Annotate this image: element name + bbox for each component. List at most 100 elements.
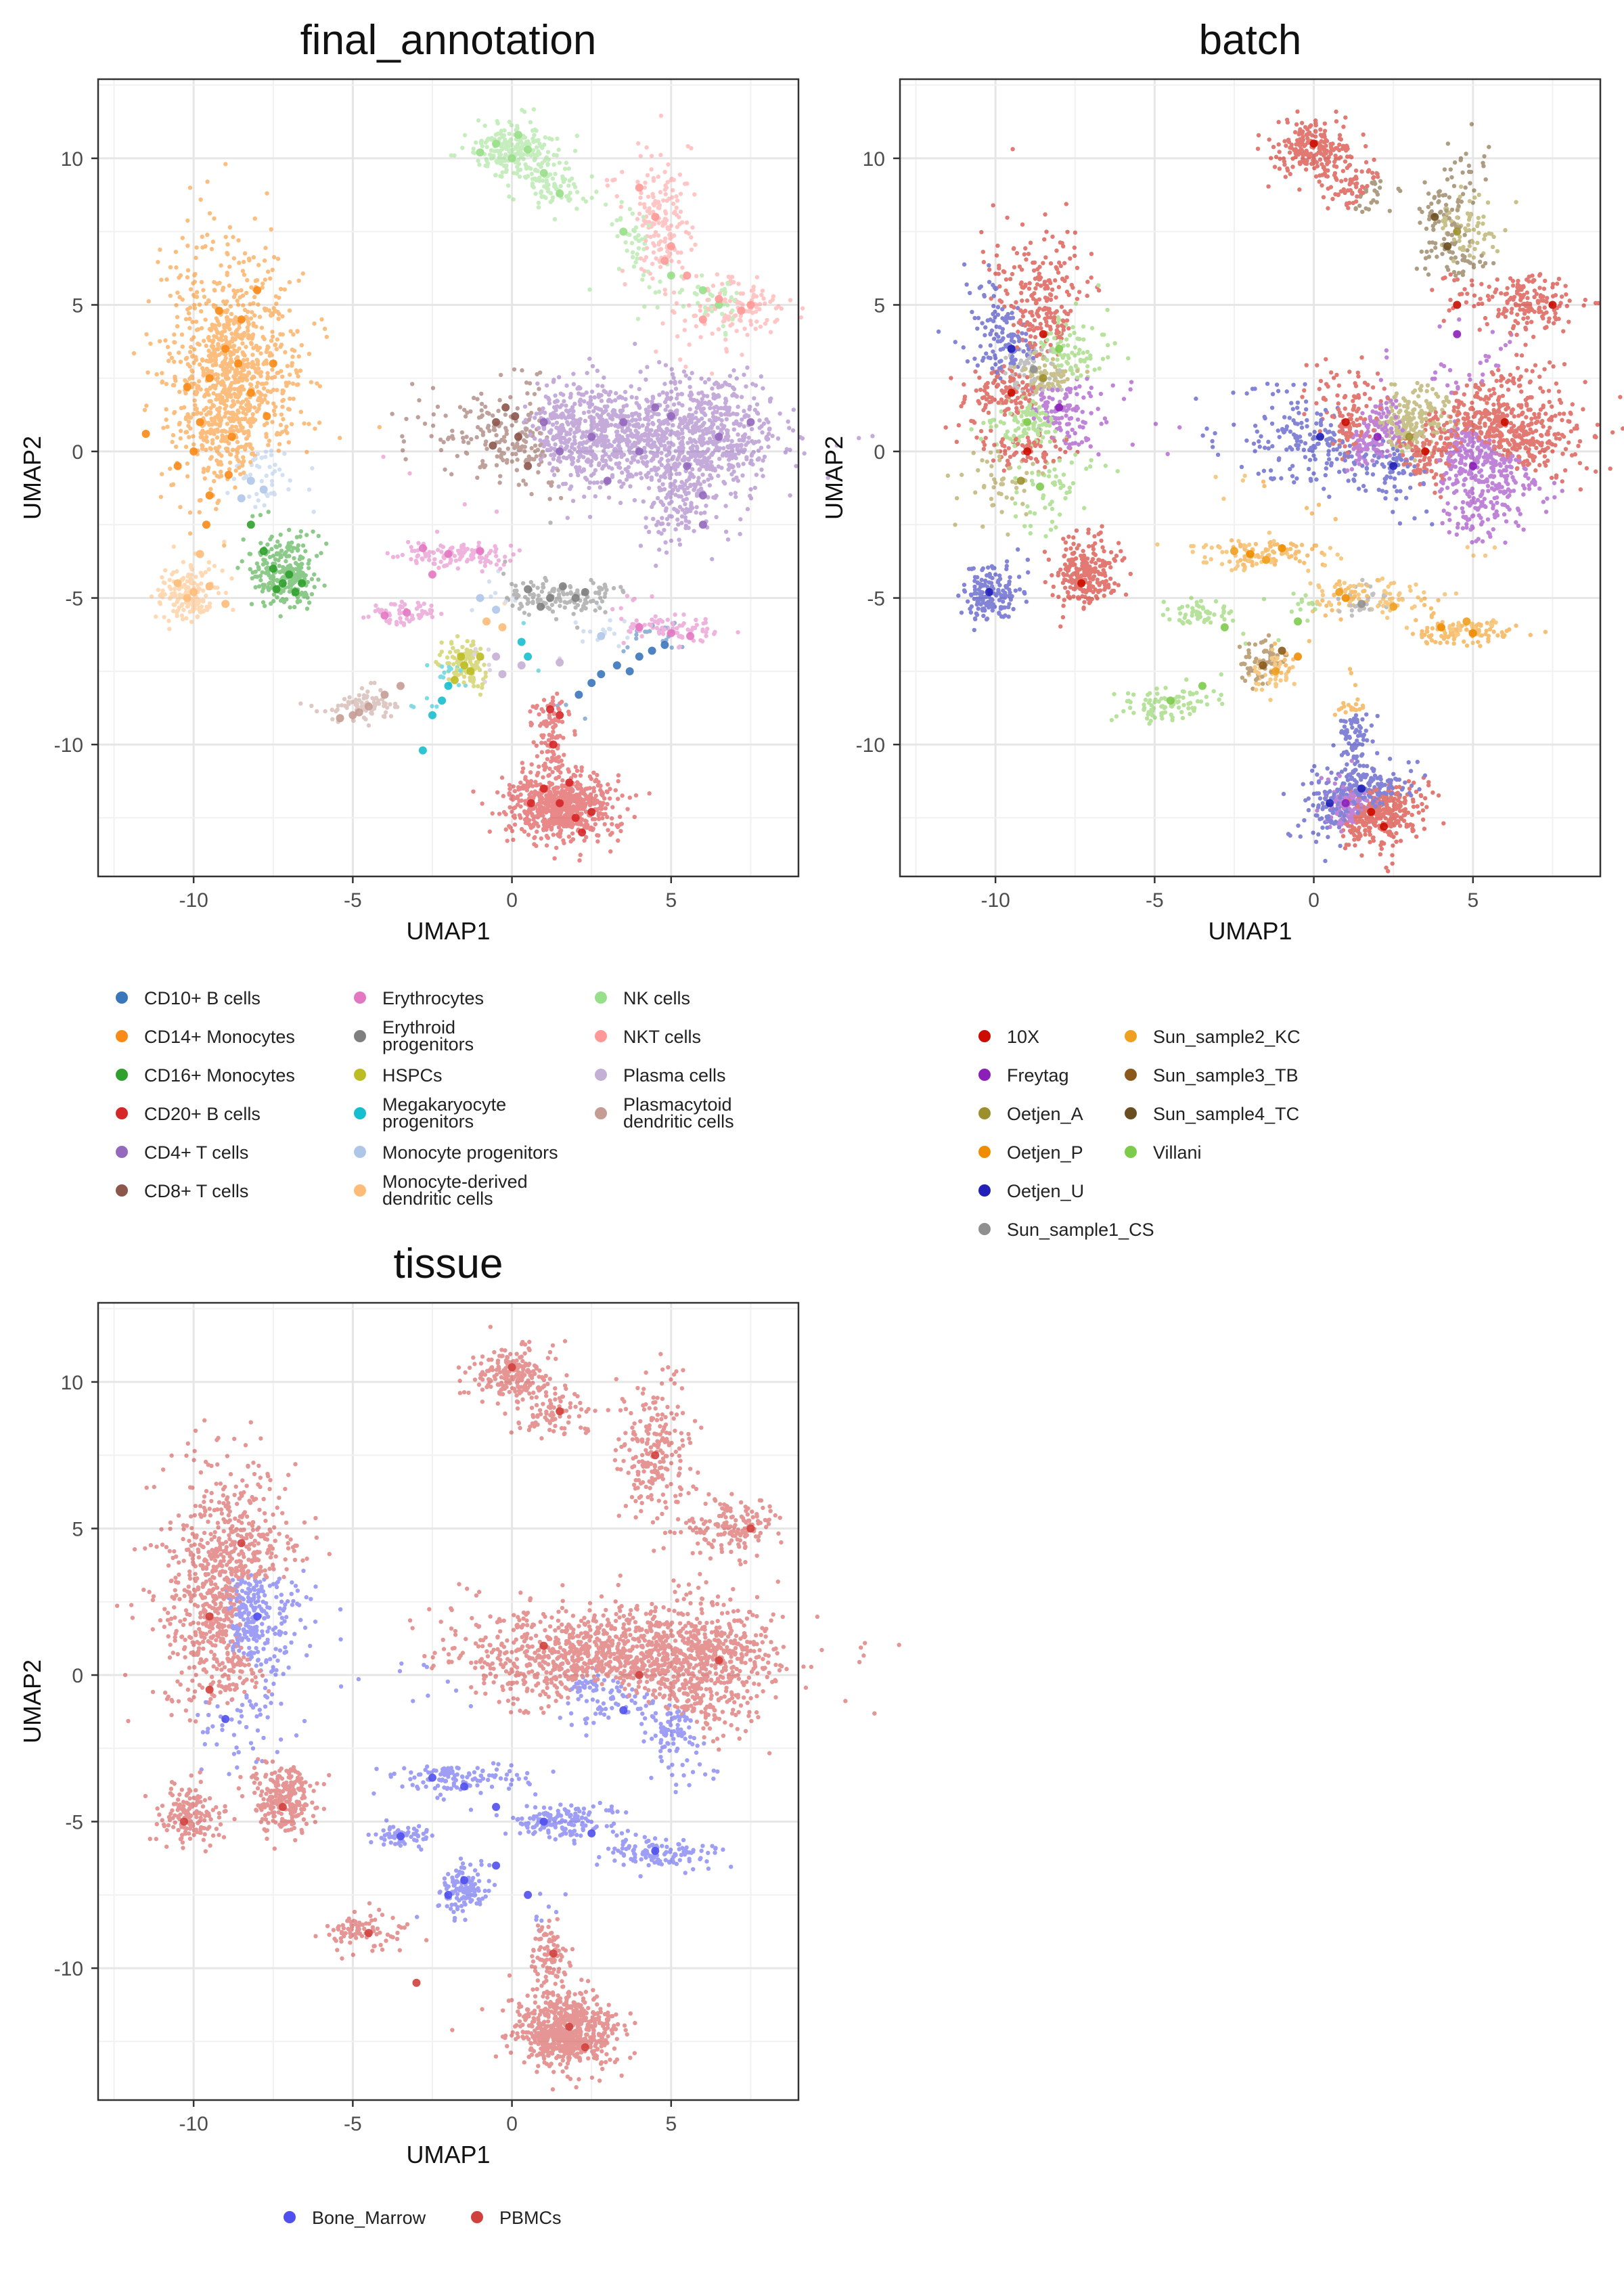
cell-point [258, 578, 263, 583]
cell-point [674, 396, 679, 401]
cell-point [298, 529, 304, 534]
cell-point [242, 417, 247, 422]
cell-point [285, 545, 290, 550]
cell-point [471, 789, 476, 794]
cell-point [222, 328, 227, 334]
cell-point [662, 288, 667, 292]
cell-point [609, 422, 614, 427]
cell-point [677, 401, 681, 406]
cell-point [633, 793, 639, 798]
cell-point [665, 617, 670, 622]
cell-point [483, 442, 488, 447]
cell-point [648, 437, 654, 443]
cell-point [593, 494, 598, 499]
cell-point [583, 440, 589, 445]
cell-point [306, 561, 311, 566]
cell-point [698, 407, 704, 412]
cell-point [679, 427, 685, 432]
cell-point [744, 457, 749, 462]
cell-point [587, 356, 592, 361]
cell-point [650, 395, 656, 399]
cell-point [527, 822, 532, 827]
cell-point [183, 430, 188, 434]
cell-point [725, 537, 731, 542]
cell-point [723, 380, 727, 385]
cell-point [636, 414, 641, 418]
cell-point [206, 334, 211, 340]
cell-point [171, 432, 176, 438]
cell-point [285, 363, 290, 369]
cell-point [410, 382, 415, 386]
cell-point [548, 414, 554, 419]
cell-point [671, 402, 677, 407]
cell-point [748, 487, 753, 492]
cell-point [710, 284, 716, 288]
cell-point [470, 608, 474, 612]
cell-point [562, 605, 567, 610]
cell-point [317, 384, 322, 388]
cell-point [227, 416, 231, 421]
cell-point [215, 330, 220, 336]
cell-point [595, 480, 600, 485]
cell-point [307, 600, 312, 605]
cell-point [186, 424, 191, 428]
cell-point [252, 294, 257, 300]
cell-point [422, 421, 428, 426]
cell-point [677, 452, 682, 457]
cell-point [662, 169, 667, 175]
cell-point [246, 401, 250, 406]
cell-point [644, 238, 648, 243]
cell-point [244, 314, 249, 319]
cell-point [638, 154, 643, 158]
cell-point [464, 451, 470, 456]
cell-point [248, 382, 253, 387]
cell-point [577, 418, 582, 422]
cell-point [269, 338, 274, 343]
cell-point [654, 349, 658, 354]
cell-point [649, 445, 654, 449]
cell-point [588, 792, 593, 797]
cell-point [242, 251, 248, 256]
cell-point [292, 556, 296, 561]
cell-point [497, 398, 502, 403]
cell-point [217, 393, 223, 397]
cell-point [216, 498, 221, 504]
cell-point [193, 271, 198, 277]
cell-point [284, 383, 289, 388]
cell-point [528, 432, 533, 437]
cell-point [647, 791, 652, 796]
cell-point [612, 439, 617, 444]
cell-point [475, 425, 480, 430]
cell-point [619, 617, 624, 621]
cell-point [737, 438, 742, 443]
cell-point [512, 588, 517, 594]
cell-point [698, 308, 702, 313]
cell-point [587, 415, 592, 420]
cell-point [671, 290, 677, 295]
cell-point [240, 269, 246, 273]
cell-point [657, 478, 662, 483]
cell-point [324, 334, 330, 339]
cell-point [639, 437, 644, 442]
cell-point [536, 470, 541, 475]
cell-point [261, 600, 266, 605]
cell-point [526, 818, 532, 823]
cell-point [288, 563, 292, 568]
cell-point [771, 294, 776, 298]
cell-point [262, 336, 267, 342]
cell-point [183, 590, 188, 595]
cell-point [204, 343, 208, 349]
cell-point [521, 621, 526, 625]
cell-point [181, 405, 187, 410]
cell-point [194, 245, 199, 250]
cell-point [487, 663, 491, 667]
cell-point [592, 395, 597, 400]
cell-point [642, 304, 647, 309]
cell-point [522, 449, 527, 454]
cell-point [643, 629, 648, 634]
cell-point [545, 150, 551, 154]
cell-point [183, 356, 189, 361]
cell-point [501, 156, 507, 160]
cell-point [466, 441, 471, 445]
cell-point [207, 327, 212, 332]
